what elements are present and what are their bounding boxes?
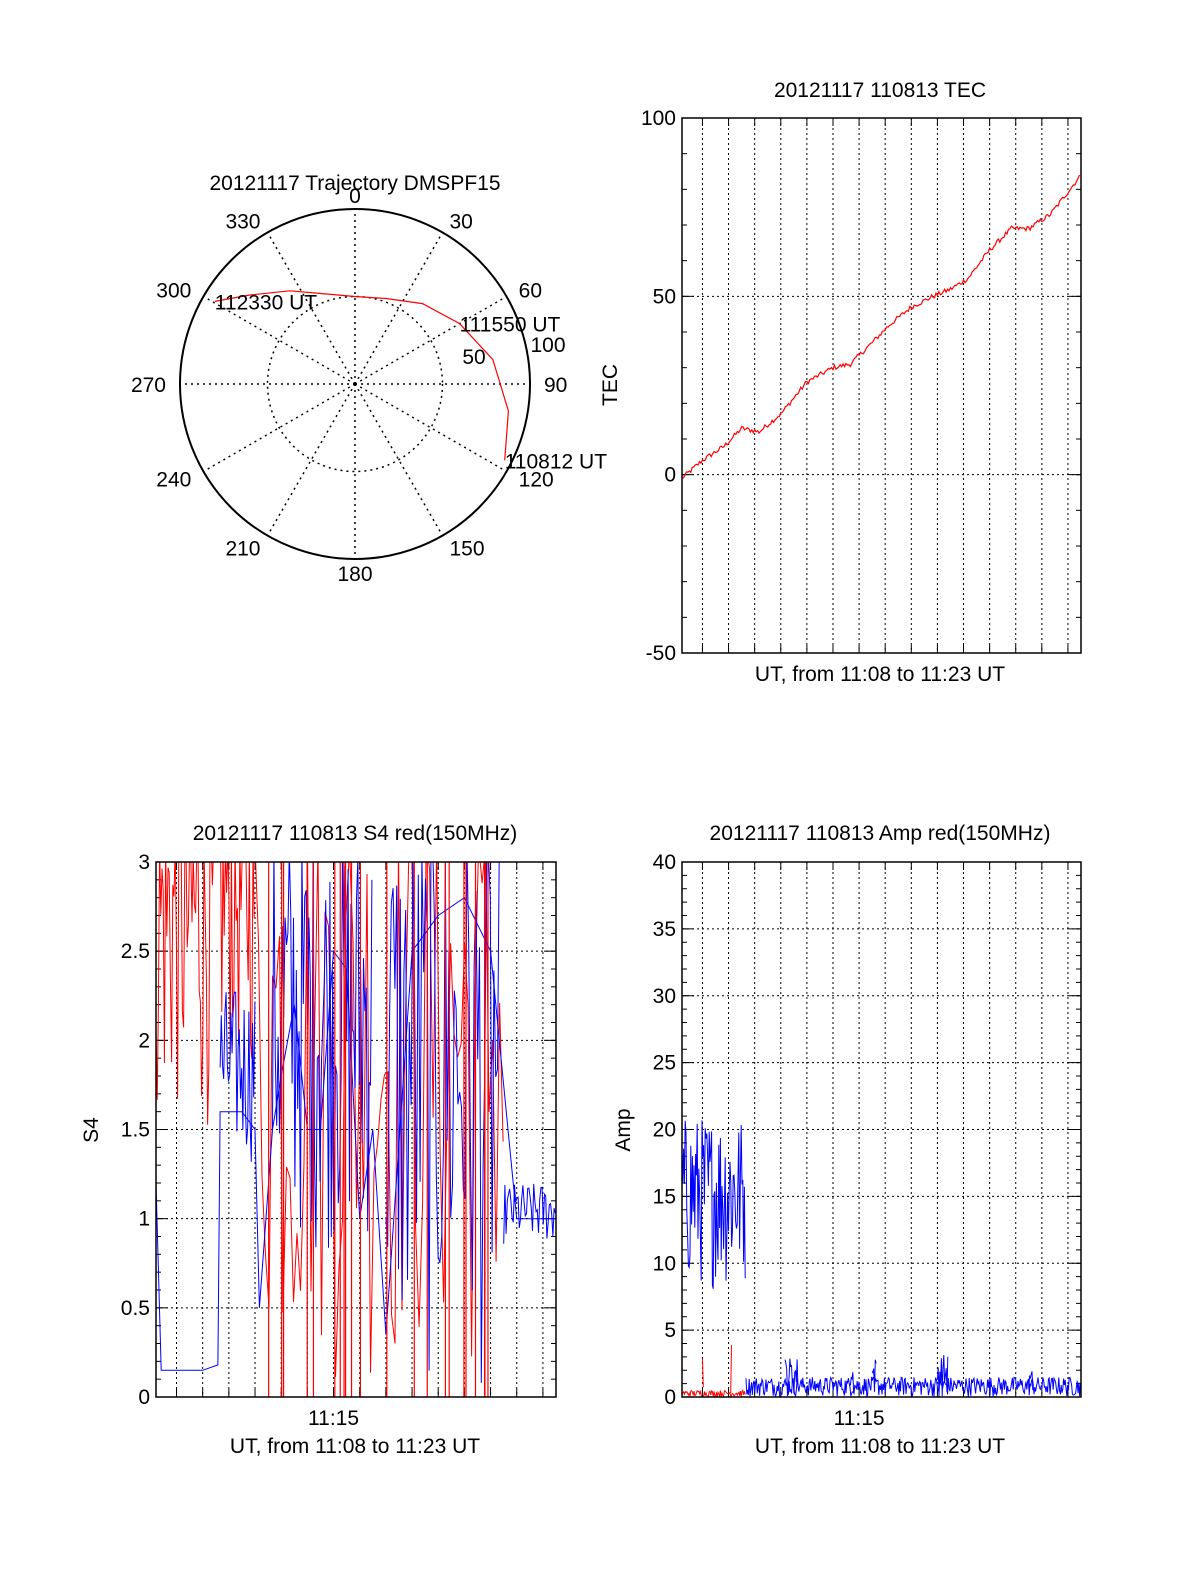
s4-series-group xyxy=(156,862,556,1397)
s4-xlabel: UT, from 11:08 to 11:23 UT xyxy=(230,1435,480,1458)
azimuth-label-210: 210 xyxy=(225,538,260,561)
s4-plot-area: 0 0.5 1 1.5 2 2.5 3 11:15 xyxy=(121,851,557,1430)
tec-ylabel: TEC xyxy=(599,364,622,406)
trajectory-panel: 20121117 Trajectory DMSPF15 0 30 60 90 120 15… xyxy=(131,172,607,586)
azimuth-label-270: 270 xyxy=(131,374,166,397)
radial-label-50: 50 xyxy=(462,346,485,369)
spoke-150 xyxy=(354,383,444,536)
azimuth-label-0: 0 xyxy=(349,185,361,208)
ytick-label-0: 0 xyxy=(664,1386,676,1409)
polar-grid xyxy=(179,208,531,560)
trajectory-title: 20121117 Trajectory DMSPF15 xyxy=(209,172,500,195)
spoke-240 xyxy=(203,383,356,473)
spoke-210 xyxy=(266,383,356,536)
amp-blue-burst-1 xyxy=(849,1372,855,1392)
ytick-label-30: 30 xyxy=(653,985,676,1008)
ytick-label--50: -50 xyxy=(646,642,676,665)
tec-panel: 20121117 110813 TEC TEC UT, from 11:08 t… xyxy=(599,79,1082,686)
trajectory-series xyxy=(214,290,510,461)
spoke-120 xyxy=(354,383,507,473)
s4-blue-series-a xyxy=(219,991,256,1162)
tec-series xyxy=(681,174,1081,479)
plot-frame xyxy=(155,861,557,1398)
inner-ring xyxy=(266,295,444,473)
azimuth-label-240: 240 xyxy=(156,469,191,492)
tec-title: 20121117 110813 TEC xyxy=(774,79,986,102)
ytick-label-1: 1 xyxy=(138,1208,150,1231)
s4-panel: 20121117 110813 S4 red(150MHz) S4 UT, fr… xyxy=(80,822,557,1458)
ytick-label-2: 2 xyxy=(138,1029,150,1052)
azimuth-label-330: 330 xyxy=(225,210,260,233)
xtick-label-1115: 11:15 xyxy=(308,1407,359,1430)
ytick-label-25: 25 xyxy=(653,1052,676,1075)
azimuth-label-90: 90 xyxy=(544,374,567,397)
ytick-label-100: 100 xyxy=(641,107,676,130)
annotation-2: 110812 UT xyxy=(505,450,608,473)
ytick-label-2.5: 2.5 xyxy=(121,940,150,963)
ytick-label-1.5: 1.5 xyxy=(121,1119,150,1142)
azimuth-label-300: 300 xyxy=(156,280,191,303)
s4-red-series-1 xyxy=(220,862,255,1059)
plot-frame xyxy=(681,117,1082,654)
spoke-300 xyxy=(203,295,356,385)
annotation-1: 111550 UT xyxy=(460,314,561,337)
amp-blue-burst-4 xyxy=(1028,1371,1034,1391)
amp-red-series-0 xyxy=(681,1389,746,1399)
amp-plot-area: 0 5 10 15 20 25 30 35 40 11:15 xyxy=(653,851,1082,1430)
s4-red-series-0 xyxy=(156,862,214,1125)
ytick-label-20: 20 xyxy=(653,1119,676,1142)
tec-plot-area: -50 0 50 100 xyxy=(641,107,1082,665)
ytick-label-3: 3 xyxy=(138,851,150,874)
azimuth-label-120: 120 xyxy=(519,469,554,492)
amp-red-burst-0 xyxy=(702,1358,704,1388)
amp-blue-burst-2 xyxy=(871,1359,877,1392)
s4-blue-series-b xyxy=(272,862,373,1248)
spoke-330 xyxy=(266,232,356,385)
ytick-label-0.5: 0.5 xyxy=(121,1297,150,1320)
s4-ylabel: S4 xyxy=(80,1117,103,1143)
azimuth-label-60: 60 xyxy=(519,280,542,303)
trajectory-annotations: 112330 UT 111550 UT 110812 UT xyxy=(215,291,607,473)
ytick-label-35: 35 xyxy=(653,918,676,941)
amp-xlabel: UT, from 11:08 to 11:23 UT xyxy=(755,1435,1005,1458)
azimuth-label-150: 150 xyxy=(450,538,485,561)
azimuth-label-30: 30 xyxy=(450,210,473,233)
polar-labels: 0 30 60 90 120 150 180 210 240 270 300 330 50 100 xyxy=(131,185,567,586)
spoke-60 xyxy=(354,295,507,385)
ytick-label-50: 50 xyxy=(653,285,676,308)
ytick-label-15: 15 xyxy=(653,1185,676,1208)
annotation-0: 112330 UT xyxy=(215,291,318,314)
ytick-label-5: 5 xyxy=(664,1319,676,1342)
radial-label-100: 100 xyxy=(530,334,565,357)
amp-panel: 20121117 110813 Amp red(150MHz) Amp UT, … xyxy=(612,822,1082,1458)
ytick-label-0: 0 xyxy=(138,1386,150,1409)
xtick-label-1115: 11:15 xyxy=(834,1407,885,1430)
tec-xlabel: UT, from 11:08 to 11:23 UT xyxy=(755,663,1005,686)
ytick-label-0: 0 xyxy=(664,464,676,487)
amp-blue-series-1 xyxy=(745,1376,1081,1399)
amp-title: 20121117 110813 Amp red(150MHz) xyxy=(710,822,1051,845)
amp-blue-burst-0 xyxy=(784,1358,799,1397)
amp-blue-burst-3 xyxy=(936,1355,949,1397)
plot-frame xyxy=(681,861,1082,1398)
amp-ylabel: Amp xyxy=(612,1108,635,1151)
azimuth-label-180: 180 xyxy=(337,563,372,586)
s4-blue-series-c xyxy=(385,862,500,1383)
amp-blue-series-0 xyxy=(681,1120,746,1289)
s4-title: 20121117 110813 S4 red(150MHz) xyxy=(193,822,518,845)
ytick-label-40: 40 xyxy=(653,851,676,874)
amp-red-burst-1 xyxy=(730,1345,732,1394)
ytick-label-10: 10 xyxy=(653,1252,676,1275)
trajectory-line xyxy=(214,290,510,461)
s4-blue-series-d xyxy=(503,1183,556,1244)
spoke-30 xyxy=(354,232,444,385)
